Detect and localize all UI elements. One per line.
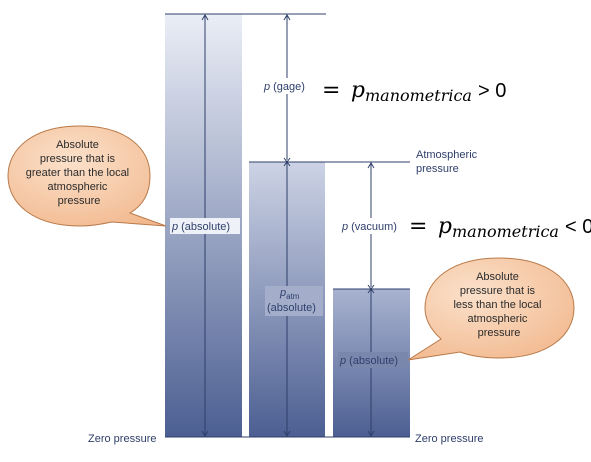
label-p-gage: p (gage) — [263, 81, 305, 93]
label-p-absolute-left: p (absolute) — [171, 221, 230, 233]
svg-text:Absolute pressure that i: Absolute pressure that is greater than t… — [26, 139, 132, 207]
label-p-vacuum: p (vacuum) — [341, 221, 397, 233]
label-bg-atm — [265, 286, 323, 316]
bubble-less-than-atmospheric: Absolute pressure that is less than the … — [407, 257, 575, 361]
label-bg-vacuum — [340, 218, 408, 234]
equation-vacuum: = pmanometrica < 0 — [409, 214, 591, 241]
label-bg-gage — [262, 78, 314, 94]
label-p-atm-absolute: (absolute) — [267, 302, 316, 314]
bubble-greater-than-atmospheric: Absolute pressure that is greater than t… — [7, 125, 167, 227]
label-zero-pressure-left: Zero pressure — [88, 433, 156, 445]
label-atmospheric-pressure-1: Atmospheric — [416, 149, 478, 161]
label-zero-pressure-right: Zero pressure — [415, 433, 483, 445]
label-p-absolute-right: p (absolute) — [339, 355, 398, 367]
svg-text:Absolute pressure that i: Absolute pressure that is less than the … — [453, 271, 544, 339]
label-atmospheric-pressure-2: pressure — [416, 163, 459, 175]
label-bg-abs-left — [170, 218, 240, 234]
equation-gage: = pmanometrica > 0 — [322, 78, 506, 105]
label-bg-abs-right — [338, 352, 408, 368]
label-p-atm: patm — [279, 287, 300, 301]
